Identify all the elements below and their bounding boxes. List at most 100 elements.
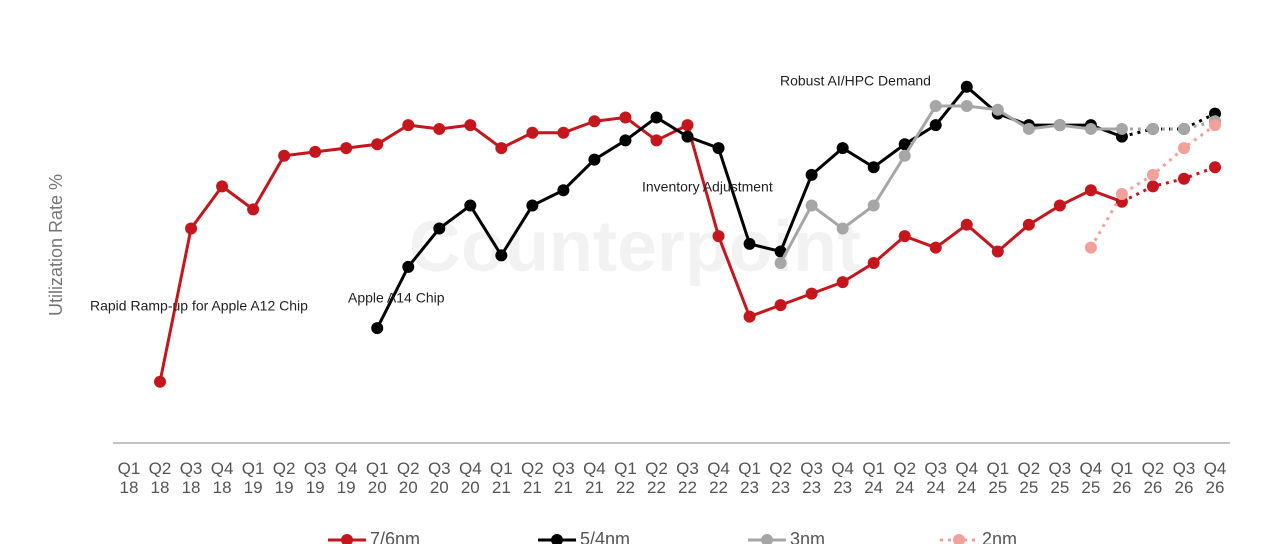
x-tick-label: Q2 24: [893, 459, 917, 497]
x-tick-label: Q1 24: [862, 459, 886, 497]
x-tick-label: Q3 23: [800, 459, 823, 497]
x-tick-label: Q3 20: [427, 459, 451, 497]
data-point: [402, 119, 415, 132]
y-axis-label: Utilization Rate %: [46, 174, 66, 316]
x-tick-label: Q4 20: [458, 459, 482, 497]
watermark: Counterpoint: [409, 207, 861, 287]
x-tick-label: Q4 23: [831, 459, 854, 497]
data-point: [526, 199, 539, 212]
data-point: [836, 142, 849, 155]
data-point: [805, 168, 818, 181]
data-point: [681, 130, 694, 143]
x-tick-label: Q4 18: [210, 459, 234, 497]
data-point: [247, 203, 260, 216]
legend-label: 7/6nm: [370, 529, 420, 544]
data-point: [340, 142, 353, 155]
data-point: [1022, 122, 1035, 135]
legend-marker: [341, 534, 353, 544]
data-point: [1022, 218, 1035, 231]
data-point: [619, 111, 632, 124]
data-point: [712, 142, 725, 155]
x-tick-label: Q1 19: [241, 459, 265, 497]
legend-marker: [551, 534, 563, 544]
data-point: [898, 138, 911, 151]
x-tick-label: Q3 24: [924, 459, 948, 497]
x-tick-label: Q2 18: [148, 459, 172, 497]
data-point: [1177, 122, 1190, 135]
data-point: [495, 142, 508, 155]
data-point: [433, 222, 446, 235]
data-point: [1146, 180, 1159, 193]
x-tick-label: Q1 20: [365, 459, 389, 497]
data-point: [495, 249, 508, 262]
legend-label: 5/4nm: [580, 529, 630, 544]
data-point: [278, 149, 291, 162]
data-point: [402, 260, 415, 273]
data-point: [960, 218, 973, 231]
data-point: [867, 256, 880, 269]
data-point: [1084, 184, 1097, 197]
data-point: [557, 126, 570, 139]
data-point: [960, 80, 973, 93]
x-tick-label: Q2 21: [521, 459, 544, 497]
data-point: [371, 138, 384, 151]
data-point: [650, 111, 663, 124]
x-tick-label: Q2 22: [645, 459, 668, 497]
x-tick-label: Q3 21: [552, 459, 575, 497]
data-point: [1053, 199, 1066, 212]
x-tick-label: Q3 19: [303, 459, 327, 497]
x-tick-label: Q4 26: [1203, 459, 1227, 497]
data-point: [1146, 122, 1159, 135]
data-point: [836, 222, 849, 235]
legend-marker: [761, 534, 773, 544]
data-point: [929, 99, 942, 112]
data-point: [1146, 168, 1159, 181]
data-point: [309, 145, 322, 158]
annotation: Apple A14 Chip: [348, 290, 445, 306]
x-tick-label: Q1 23: [738, 459, 761, 497]
data-point: [805, 287, 818, 300]
data-point: [867, 199, 880, 212]
forecast-line: [1121, 112, 1216, 139]
data-point: [154, 375, 167, 388]
data-point: [929, 241, 942, 254]
legend-label: 3nm: [790, 529, 825, 544]
forecast-line: [1121, 119, 1216, 131]
x-tick-label: Q1 26: [1110, 459, 1134, 497]
x-tick-label: Q2 26: [1141, 459, 1165, 497]
data-point: [185, 222, 198, 235]
data-point: [1053, 119, 1066, 132]
x-tick-label: Q4 22: [707, 459, 730, 497]
data-point: [216, 180, 229, 193]
data-point: [743, 310, 756, 323]
x-tick-label: Q4 25: [1079, 459, 1103, 497]
data-point: [681, 119, 694, 132]
data-point: [836, 276, 849, 289]
x-tick-label: Q1 22: [614, 459, 637, 497]
data-point: [867, 161, 880, 174]
data-point: [1115, 122, 1128, 135]
x-tick-label: Q2 20: [396, 459, 420, 497]
data-point: [464, 199, 477, 212]
data-point: [774, 256, 787, 269]
data-point: [1177, 142, 1190, 155]
data-point: [464, 119, 477, 132]
x-tick-label: Q3 22: [676, 459, 699, 497]
annotation: Inventory Adjustment: [642, 179, 773, 195]
legend-marker: [953, 534, 965, 544]
data-point: [588, 115, 601, 128]
data-point: [433, 122, 446, 135]
data-point: [991, 103, 1004, 116]
legend-label: 2nm: [982, 529, 1017, 544]
annotation: Robust AI/HPC Demand: [780, 73, 931, 89]
data-point: [588, 153, 601, 166]
data-point: [1209, 119, 1221, 132]
x-tick-label: Q2 19: [272, 459, 296, 497]
data-point: [1084, 241, 1097, 254]
data-point: [898, 149, 911, 162]
x-tick-label: Q3 26: [1172, 459, 1196, 497]
x-tick-label: Q4 24: [955, 459, 979, 497]
data-point: [805, 199, 818, 212]
